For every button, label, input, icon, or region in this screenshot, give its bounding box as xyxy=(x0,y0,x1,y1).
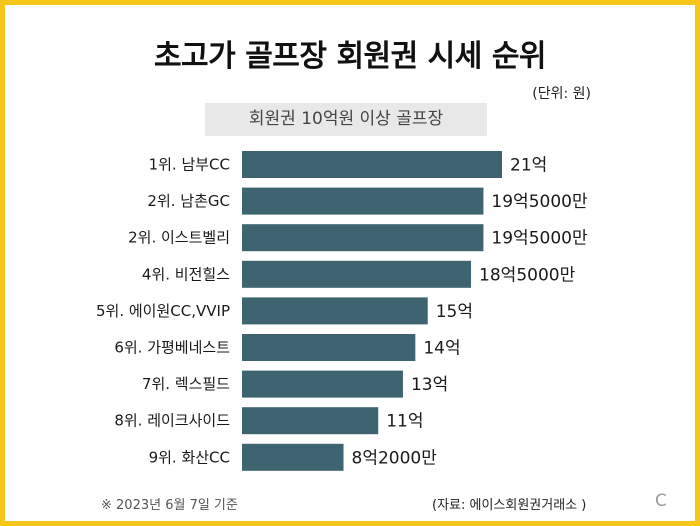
unit-label: (단위: 원) xyxy=(532,86,591,102)
category-label: 6위. 가평베네스트 xyxy=(114,339,230,357)
value-label: 13억 xyxy=(411,375,448,395)
bar xyxy=(242,151,502,178)
corner-logo-mark: C xyxy=(655,491,667,511)
category-label: 5위. 에이원CC,VVIP xyxy=(96,302,230,320)
category-label: 9위. 화산CC xyxy=(149,448,230,466)
bar xyxy=(242,407,379,435)
value-label: 14억 xyxy=(423,339,460,359)
category-label: 8위. 레이크사이드 xyxy=(114,412,230,430)
source-note: (자료: 에이스회원권거래소 ) xyxy=(432,498,587,513)
category-label: 4위. 비전힐스 xyxy=(142,265,230,283)
value-label: 11억 xyxy=(386,412,423,432)
bar xyxy=(242,443,344,471)
value-label: 8억2000만 xyxy=(352,448,438,468)
bar xyxy=(242,224,484,252)
bar xyxy=(242,370,403,398)
category-label: 2위. 남촌GC xyxy=(147,192,230,210)
value-label: 18억5000만 xyxy=(479,265,576,285)
category-label: 7위. 렉스필드 xyxy=(142,375,230,393)
value-label: 19억5000만 xyxy=(491,192,588,212)
chart-title: 초고가 골프장 회원권 시세 순위 xyxy=(153,39,547,74)
bar xyxy=(242,260,472,288)
bar xyxy=(242,334,416,361)
bar xyxy=(242,297,428,325)
value-label: 19억5000만 xyxy=(491,229,588,249)
date-footnote: ※ 2023년 6월 7일 기준 xyxy=(101,498,238,513)
category-label: 1위. 남부CC xyxy=(149,156,230,174)
category-label: 2위. 이스트벨리 xyxy=(128,229,230,247)
chart-subtitle: 회원권 10억원 이상 골프장 xyxy=(205,103,487,136)
value-label: 21억 xyxy=(510,156,547,176)
bar xyxy=(242,187,484,215)
value-label: 15억 xyxy=(436,302,473,322)
